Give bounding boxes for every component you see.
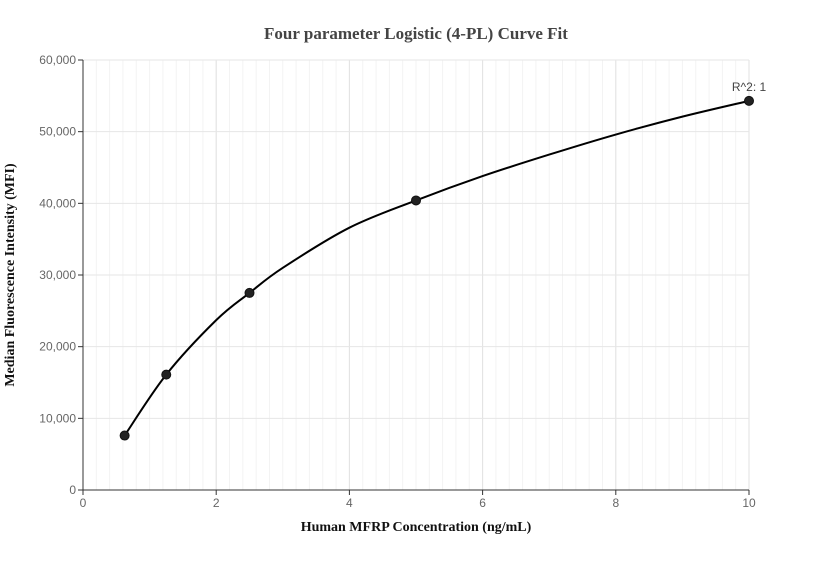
data-point bbox=[744, 95, 754, 106]
data-points bbox=[119, 95, 754, 441]
x-tick-label: 6 bbox=[479, 496, 486, 510]
y-tick-label: 50,000 bbox=[39, 125, 76, 139]
x-tick-label: 4 bbox=[346, 496, 353, 510]
y-tick-label: 0 bbox=[69, 483, 76, 497]
fit-curve-line bbox=[123, 99, 750, 437]
y-tick-label: 60,000 bbox=[39, 53, 76, 67]
x-tick-label: 0 bbox=[80, 496, 87, 510]
x-axis-title: Human MFRP Concentration (ng/mL) bbox=[301, 520, 532, 535]
chart-title: Four parameter Logistic (4-PL) Curve Fit bbox=[264, 24, 568, 43]
y-axis-title: Median Fluorescence Intensity (MFI) bbox=[3, 163, 18, 387]
data-point bbox=[161, 369, 172, 380]
x-tick-label: 10 bbox=[742, 496, 756, 510]
r-squared-annotation: R^2: 1 bbox=[732, 80, 767, 94]
data-point bbox=[119, 430, 130, 441]
x-tick-label: 8 bbox=[612, 496, 619, 510]
axes: 0 2 4 6 8 10 0 10,000 20,000 30,000 40,000 50,000 60… bbox=[39, 53, 756, 510]
grid-lines bbox=[82, 59, 750, 491]
fit-curve-layer bbox=[123, 99, 750, 437]
y-tick-label: 20,000 bbox=[39, 340, 76, 354]
y-tick-label: 10,000 bbox=[39, 411, 76, 425]
data-point bbox=[411, 195, 421, 206]
y-tick-label: 30,000 bbox=[39, 268, 76, 282]
data-point bbox=[244, 287, 255, 298]
x-tick-label: 2 bbox=[213, 496, 220, 510]
y-tick-label: 40,000 bbox=[39, 196, 76, 210]
